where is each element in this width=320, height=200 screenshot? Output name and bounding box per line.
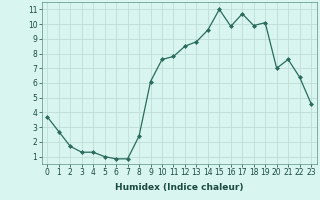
X-axis label: Humidex (Indice chaleur): Humidex (Indice chaleur) — [115, 183, 244, 192]
